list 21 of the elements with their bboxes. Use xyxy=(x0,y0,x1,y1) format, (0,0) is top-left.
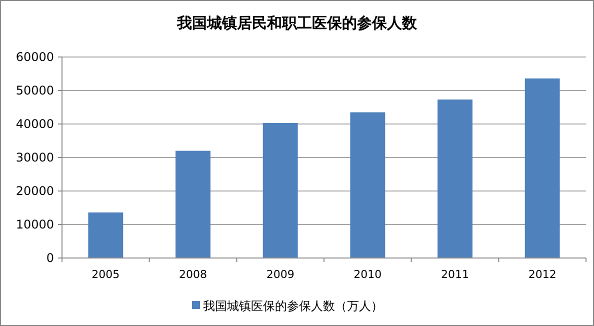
y-tick-label: 60000 xyxy=(16,50,54,64)
bar xyxy=(438,100,472,258)
y-tick-label: 30000 xyxy=(16,150,54,165)
bar xyxy=(262,122,298,258)
x-tick-label: 2010 xyxy=(354,268,382,281)
x-tick-label: 2011 xyxy=(441,268,469,281)
x-tick-label: 2012 xyxy=(528,268,556,281)
bar xyxy=(524,78,560,258)
bar xyxy=(88,212,124,258)
y-tick-label: 0 xyxy=(46,251,54,266)
y-tick-label: 10000 xyxy=(16,218,54,232)
bar xyxy=(176,150,210,258)
y-tick-label: 40000 xyxy=(16,117,54,132)
x-tick-label: 2008 xyxy=(179,268,207,281)
x-tick-label: 2009 xyxy=(266,268,294,281)
x-tick-label: 2005 xyxy=(92,268,120,281)
bar xyxy=(350,112,386,258)
y-tick-label: 20000 xyxy=(16,184,54,198)
y-tick-label: 50000 xyxy=(16,84,54,98)
legend-label: 我国城镇医保的参保人数（万人） xyxy=(203,299,383,313)
chart-title: 我国城镇居民和职工医保的参保人数 xyxy=(176,14,418,32)
